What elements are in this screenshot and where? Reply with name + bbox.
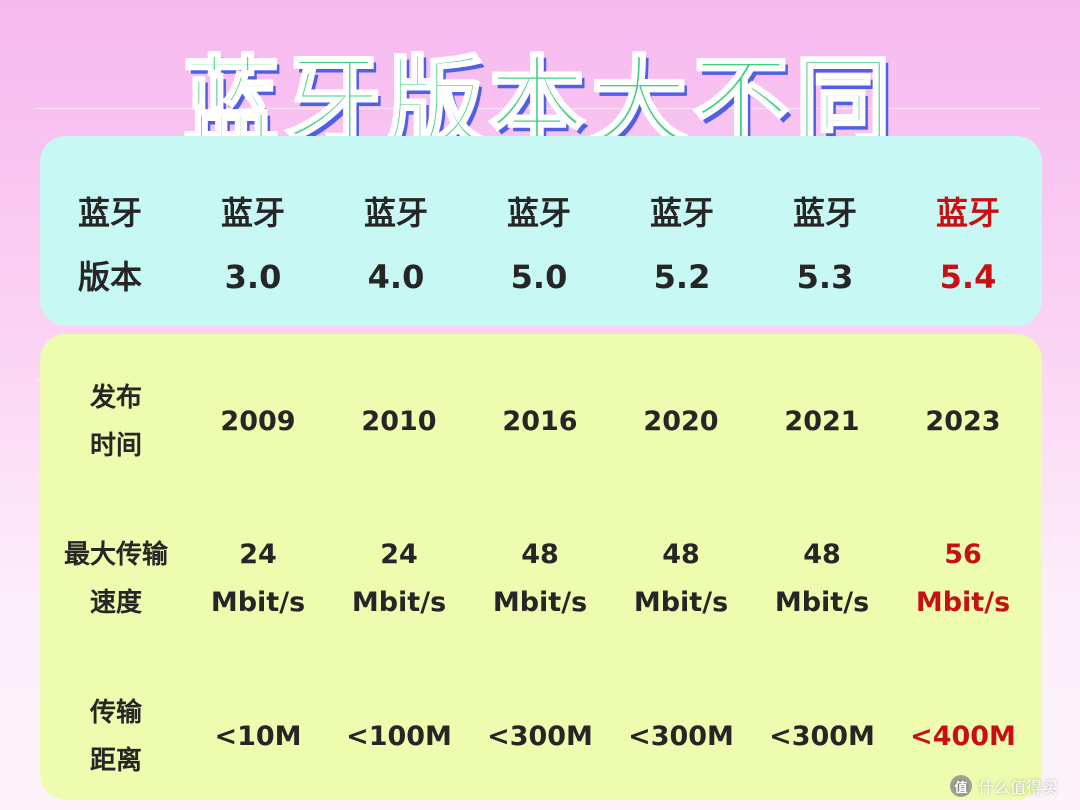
- version-header-cell-highlight: 蓝牙 5.4: [935, 194, 1001, 296]
- watermark-text: 什么值得买: [978, 778, 1059, 797]
- distance-cell: <300M: [628, 721, 734, 752]
- row-label-max-speed: 最大传输 速度: [63, 540, 169, 618]
- version-header-cell: 蓝牙 4.0: [363, 194, 429, 296]
- row-label-release-time: 发布 时间: [89, 383, 143, 461]
- watermark: 值 什么值得买: [950, 772, 1058, 800]
- distance-cell: <300M: [487, 721, 593, 752]
- speed-cell-highlight: 56 Mbit/s: [915, 539, 1011, 618]
- speed-cell: 48 Mbit/s: [633, 539, 729, 618]
- release-year-cell: 2021: [784, 406, 860, 437]
- speed-cell: 24 Mbit/s: [210, 539, 306, 618]
- release-year-cell: 2016: [502, 406, 578, 437]
- version-header-cell: 蓝牙 5.2: [649, 194, 715, 296]
- release-year-cell: 2009: [220, 406, 296, 437]
- distance-cell: <100M: [346, 721, 452, 752]
- header-label: 蓝牙 版本: [77, 194, 143, 296]
- version-header-cell: 蓝牙 3.0: [220, 194, 286, 296]
- distance-cell: <10M: [214, 721, 302, 752]
- spec-table-panel: [40, 334, 1042, 800]
- version-header-panel: [40, 136, 1042, 326]
- release-year-cell: 2010: [361, 406, 437, 437]
- distance-cell-highlight: <400M: [910, 721, 1016, 752]
- speed-cell: 24 Mbit/s: [351, 539, 447, 618]
- release-year-cell: 2020: [643, 406, 719, 437]
- speed-cell: 48 Mbit/s: [492, 539, 588, 618]
- version-header-cell: 蓝牙 5.3: [792, 194, 858, 296]
- version-header-cell: 蓝牙 5.0: [506, 194, 572, 296]
- distance-cell: <300M: [769, 721, 875, 752]
- speed-cell: 48 Mbit/s: [774, 539, 870, 618]
- divider-line: [36, 108, 1040, 109]
- row-label-distance: 传输 距离: [89, 698, 143, 776]
- watermark-logo-icon: 值: [950, 775, 972, 797]
- release-year-cell: 2023: [925, 406, 1001, 437]
